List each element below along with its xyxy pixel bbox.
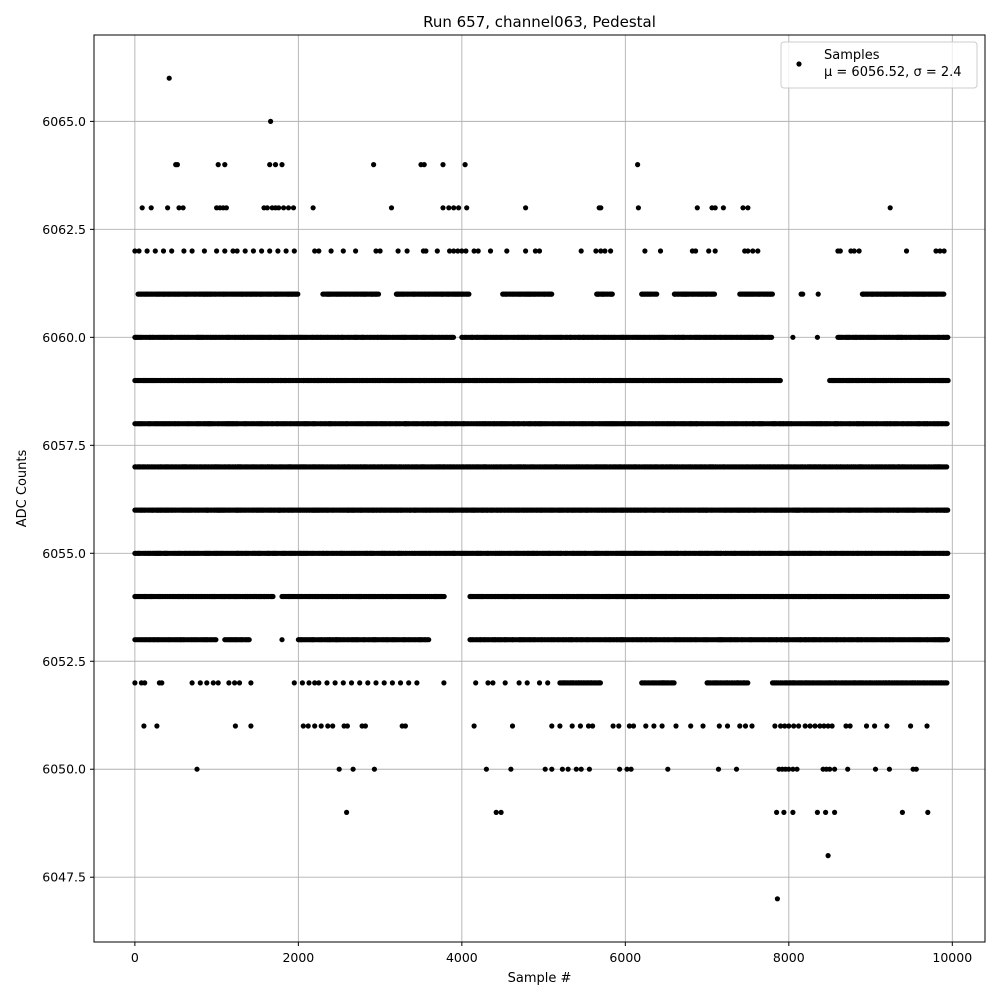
data-point xyxy=(945,334,951,340)
data-point xyxy=(549,291,555,297)
data-point xyxy=(295,291,301,297)
data-point xyxy=(777,377,783,384)
data-point xyxy=(441,593,447,600)
data-point xyxy=(769,291,776,297)
data-point xyxy=(944,593,951,600)
data-point xyxy=(466,291,472,297)
data-point xyxy=(609,291,615,297)
data-points xyxy=(132,75,951,902)
data-point xyxy=(944,421,950,427)
data-point xyxy=(270,593,276,600)
data-point xyxy=(945,507,951,513)
data-point xyxy=(769,334,775,340)
data-point xyxy=(941,291,947,297)
data-point xyxy=(945,377,951,384)
data-point xyxy=(944,464,950,470)
data-point xyxy=(654,291,660,297)
data-point xyxy=(375,291,382,297)
data-point xyxy=(711,291,718,297)
data-point xyxy=(945,550,951,556)
data-point xyxy=(450,334,457,340)
